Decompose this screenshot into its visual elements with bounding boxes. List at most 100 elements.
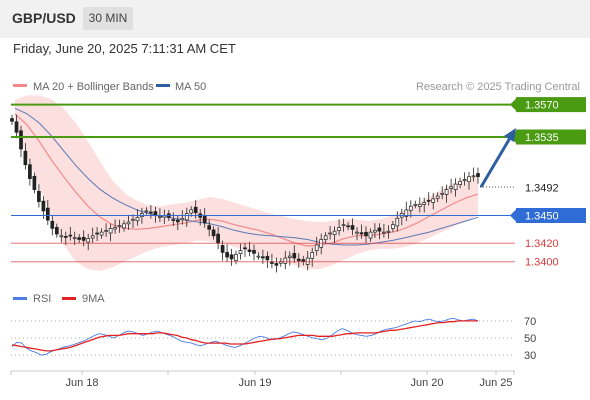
candle-down xyxy=(45,207,50,221)
candle-up xyxy=(408,205,413,211)
candle-down xyxy=(296,258,301,262)
candle-down xyxy=(202,215,207,224)
x-tick-label: Jun 18 xyxy=(65,377,98,389)
candle-up xyxy=(234,253,238,261)
timeframe-button[interactable]: 30 MIN xyxy=(83,7,133,30)
rsi-line xyxy=(11,317,479,356)
watermark: Research © 2025 Trading Central xyxy=(416,81,580,93)
candle-up xyxy=(113,227,117,230)
level-badge-pointer xyxy=(510,209,516,222)
candle-down xyxy=(175,219,180,223)
candle-down xyxy=(32,175,37,190)
rsi-tick-50: 50 xyxy=(524,333,536,345)
candle-down xyxy=(346,225,350,228)
candle-down xyxy=(23,150,28,166)
candle-down xyxy=(41,200,46,212)
candle-up xyxy=(471,175,476,178)
candle-up xyxy=(453,183,458,190)
candle-up xyxy=(184,213,189,221)
candle-up xyxy=(382,231,386,234)
candle-down xyxy=(54,226,59,235)
levels: 1.3570 1.3535 1.3450 1.3420 1.3400 xyxy=(11,97,586,269)
candle-up xyxy=(99,231,104,236)
candle-up xyxy=(341,224,346,227)
candle-down xyxy=(19,130,23,150)
candle-down xyxy=(252,250,256,254)
candle-down xyxy=(28,164,32,179)
candle-up xyxy=(435,195,440,199)
candle-up xyxy=(238,250,243,255)
candle-down xyxy=(68,234,73,237)
bollinger-band-area xyxy=(15,95,478,271)
candle-up xyxy=(462,179,467,181)
level-badge-1.3570 xyxy=(516,97,586,113)
candle-down xyxy=(37,190,41,202)
level-label-1.3420: 1.3420 xyxy=(525,238,559,250)
candle-up xyxy=(323,235,328,240)
candle-down xyxy=(265,255,270,261)
candle-up xyxy=(104,229,108,232)
level-label-1.3535: 1.3535 xyxy=(525,132,559,144)
ma20-legend-label: MA 20 + Bollinger Bands xyxy=(33,81,154,93)
candle-down xyxy=(193,206,198,214)
rsi-legend-label: RSI xyxy=(33,293,51,305)
candle-down xyxy=(211,229,216,237)
candle-down xyxy=(247,249,252,252)
candle-down xyxy=(243,247,247,250)
candle-down xyxy=(261,256,265,259)
candle-up xyxy=(72,237,77,240)
candle-up xyxy=(126,221,131,225)
candle-up xyxy=(158,216,162,218)
candle-up xyxy=(467,176,471,183)
candle-up xyxy=(328,232,332,235)
candle-up xyxy=(422,202,427,205)
candle-up xyxy=(337,227,341,231)
candle-up xyxy=(314,244,319,252)
level-badge-1.3535 xyxy=(516,129,586,145)
symbol-label: GBP/USD xyxy=(12,10,76,26)
candle-up xyxy=(144,210,149,213)
rsi-legend-swatch xyxy=(13,297,27,300)
candle-up xyxy=(59,235,64,238)
candle-up xyxy=(386,230,391,233)
candle-up xyxy=(90,235,95,239)
ma50-line xyxy=(14,107,479,246)
candle-down xyxy=(229,254,234,260)
candle-up xyxy=(431,198,436,203)
candle-up xyxy=(458,180,462,185)
candle-up xyxy=(373,229,377,233)
level-badge-pointer xyxy=(510,98,516,111)
candle-up xyxy=(417,204,422,207)
candle-down xyxy=(171,219,176,221)
candle-down xyxy=(77,237,82,240)
candle-down xyxy=(50,220,55,229)
ma50-legend-label: MA 50 xyxy=(175,81,206,93)
candle-down xyxy=(149,211,153,214)
candle-down xyxy=(476,173,480,177)
projection-arrow xyxy=(479,137,512,188)
x-tick-label: Jun 25 xyxy=(479,377,512,389)
candle-down xyxy=(350,225,355,230)
candle-up xyxy=(108,228,113,234)
candle-down xyxy=(153,211,158,215)
candle-down xyxy=(270,261,274,264)
candle-up xyxy=(86,238,91,243)
candle-down xyxy=(14,121,19,133)
last-price-label: 1.3492 xyxy=(525,183,559,195)
candle-up xyxy=(395,217,400,227)
candle-up xyxy=(256,255,261,258)
candle-down xyxy=(274,263,279,266)
rsi-tick-70: 70 xyxy=(524,316,536,328)
rsi-tick-30: 30 xyxy=(524,350,536,362)
candle-down xyxy=(292,253,297,259)
candle-up xyxy=(189,209,194,214)
candle-down xyxy=(364,231,368,237)
candle-down xyxy=(220,245,225,253)
candle-down xyxy=(95,232,99,235)
candle-up xyxy=(131,218,135,221)
rsi-plot: 70 50 30 xyxy=(11,316,536,362)
candle-down xyxy=(10,118,14,122)
ma9-legend-swatch xyxy=(62,297,76,300)
candle-down xyxy=(216,233,220,244)
